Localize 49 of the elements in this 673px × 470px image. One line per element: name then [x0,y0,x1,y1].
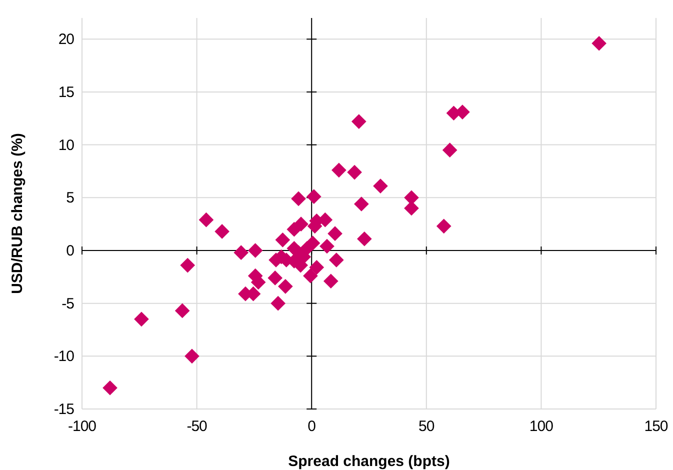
point [592,36,606,51]
point [373,178,388,194]
point [309,260,324,275]
point [328,226,342,241]
point [328,252,344,268]
y-tick-label: -5 [62,295,74,312]
y-axis-title: USD/RUB changes (%) [9,133,26,294]
point [320,238,334,254]
y-tick-label: -10 [54,348,74,366]
point [198,212,214,228]
point [278,279,293,294]
x-tick-label: -100 [68,418,96,435]
point [184,348,200,364]
x-tick-label: 100 [529,418,554,435]
y-tick-label: 0 [66,242,74,260]
x-axis-title: Spread changes (bpts) [288,453,450,470]
point [214,224,230,239]
point [347,164,362,180]
y-tick-label: 15 [58,84,74,101]
x-tick-label: 0 [308,418,316,435]
point [234,245,249,260]
point [268,270,283,286]
point [286,222,302,237]
point [174,303,190,318]
point [323,274,338,289]
point [275,232,290,248]
y-tick-label: -15 [54,401,74,418]
point [303,268,318,284]
point [180,258,196,273]
y-tick-label: 10 [58,136,74,154]
point [270,296,286,311]
point [351,114,366,129]
x-tick-label: -50 [186,418,208,435]
point [356,231,372,246]
point [291,191,306,206]
point [306,189,322,204]
point [442,142,458,158]
x-tick-label: 50 [418,418,434,435]
point [300,240,314,256]
point [436,218,452,234]
x-tick-label: 150 [644,418,668,435]
point [354,196,369,212]
point [248,243,263,258]
y-tick-label: 5 [66,190,74,207]
y-tick-label: 20 [58,31,74,48]
point [102,380,118,396]
point [332,162,346,178]
point [404,200,419,216]
point [134,312,149,327]
